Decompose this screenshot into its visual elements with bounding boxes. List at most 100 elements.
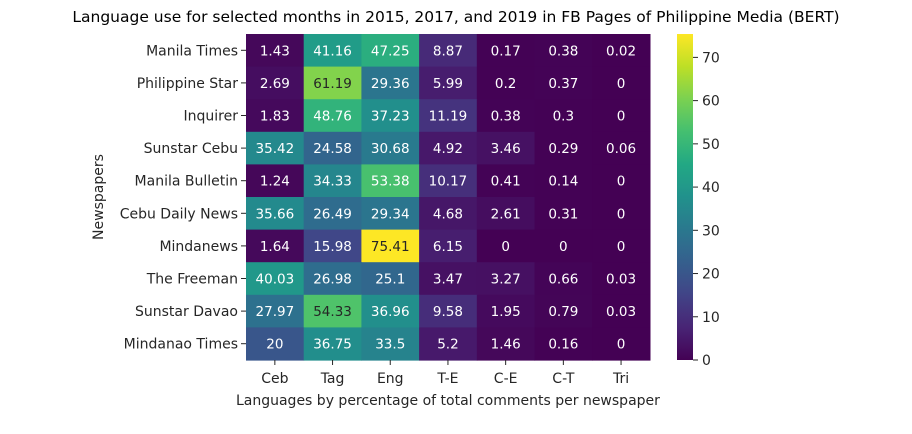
heatmap-cell: [476, 99, 536, 133]
row-tick-label: Manila Times: [146, 43, 238, 59]
cell-value-label: 2.69: [260, 76, 290, 92]
cell-value-label: 0.66: [548, 272, 578, 288]
cell-value-label: 6.15: [433, 239, 463, 255]
heatmap-cell: [246, 197, 305, 231]
colorbar-tick-label: 20: [702, 267, 720, 283]
cell-value-label: 0: [501, 239, 510, 255]
y-axis-label: Newspapers: [91, 154, 107, 240]
cell-value-label: 0: [617, 174, 626, 190]
column-tick-label: C-E: [494, 371, 518, 387]
heatmap-cell: [534, 327, 593, 361]
x-axis-label: Languages by percentage of total comment…: [236, 393, 660, 409]
cell-value-label: 0.38: [491, 109, 521, 125]
heatmap-cell: [361, 131, 420, 165]
column-tick-label: Ceb: [261, 371, 288, 387]
heatmap-cell: [592, 99, 651, 133]
heatmap-cell: [361, 66, 420, 100]
row-tick-label: Cebu Daily News: [120, 206, 238, 222]
heatmap-cell: [303, 294, 362, 328]
heatmap-cell: [246, 229, 305, 263]
colorbar-tick-label: 50: [702, 137, 720, 153]
cell-value-label: 26.49: [313, 206, 352, 222]
row-tick-label: Mindanews: [159, 239, 238, 255]
cell-value-label: 0.02: [606, 43, 636, 59]
cell-value-label: 3.46: [491, 141, 521, 157]
colorbar-tick-label: 70: [702, 50, 720, 66]
heatmap-cell: [534, 131, 593, 165]
cell-value-label: 0: [559, 239, 568, 255]
row-tick-label: Sunstar Cebu: [144, 141, 238, 157]
heatmap-cell: [303, 99, 362, 133]
column-tick-label: C-T: [552, 371, 575, 387]
heatmap-cell: [361, 164, 420, 198]
cell-value-label: 0.17: [491, 43, 521, 59]
heatmap-cell: [419, 229, 478, 263]
heatmap-cell: [361, 34, 420, 68]
heatmap-cell: [246, 327, 305, 361]
heatmap-cell: [419, 327, 478, 361]
colorbar: [677, 34, 693, 360]
heatmap-cell: [419, 131, 478, 165]
heatmap-cell: [246, 294, 305, 328]
heatmap-cell: [303, 164, 362, 198]
heatmap-cell: [246, 131, 305, 165]
cell-value-label: 0.14: [548, 174, 578, 190]
heatmap-cell: [419, 34, 478, 68]
cell-value-label: 1.24: [260, 174, 290, 190]
cell-value-label: 3.47: [433, 272, 463, 288]
heatmap-cell: [534, 66, 593, 100]
heatmap-cell: [419, 66, 478, 100]
cell-value-label: 0.38: [548, 43, 578, 59]
colorbar-tick-label: 0: [702, 353, 711, 369]
row-tick-label: Philippine Star: [137, 76, 239, 92]
cell-value-label: 0.79: [548, 304, 578, 320]
heatmap-cell: [476, 66, 536, 100]
cell-value-label: 1.95: [491, 304, 521, 320]
colorbar-tick-label: 40: [702, 180, 720, 196]
heatmap-cell: [361, 99, 420, 133]
cell-value-label: 0.03: [606, 272, 636, 288]
cell-value-label: 0.37: [548, 76, 578, 92]
cell-value-label: 40.03: [256, 272, 295, 288]
heatmap-cell: [592, 262, 651, 296]
cell-value-label: 4.68: [433, 206, 463, 222]
chart-title: Language use for selected months in 2015…: [72, 8, 839, 26]
column-tick-label: Eng: [377, 371, 404, 387]
heatmap-cell: [303, 131, 362, 165]
cell-value-label: 0.41: [491, 174, 521, 190]
cell-value-label: 15.98: [313, 239, 352, 255]
row-tick-label: Mindanao Times: [124, 337, 238, 353]
cell-value-label: 3.27: [491, 272, 521, 288]
cell-value-label: 37.23: [371, 109, 410, 125]
cell-value-label: 0.03: [606, 304, 636, 320]
heatmap-cell: [303, 262, 362, 296]
column-tick-label: Tri: [612, 371, 629, 387]
cell-value-label: 35.66: [256, 206, 295, 222]
colorbar-tick-label: 30: [702, 223, 720, 239]
heatmap-cell: [303, 327, 362, 361]
heatmap-cell: [534, 34, 593, 68]
cell-value-label: 1.46: [491, 337, 521, 353]
heatmap-cell: [476, 131, 536, 165]
heatmap-cell: [246, 99, 305, 133]
heatmap-cell: [592, 164, 651, 198]
heatmap-cell: [303, 229, 362, 263]
heatmap-cell: [534, 262, 593, 296]
cell-value-label: 0: [617, 337, 626, 353]
cell-value-label: 53.38: [371, 174, 410, 190]
heatmap-cell: [476, 197, 536, 231]
cell-value-label: 0.3: [553, 109, 574, 125]
heatmap-cell: [246, 34, 305, 68]
cell-value-label: 4.92: [433, 141, 463, 157]
cell-value-label: 0.31: [548, 206, 578, 222]
cell-value-label: 36.96: [371, 304, 410, 320]
heatmap-cell: [592, 197, 651, 231]
cell-value-label: 30.68: [371, 141, 410, 157]
heatmap-cell: [476, 164, 536, 198]
column-tick-label: T-E: [436, 371, 458, 387]
heatmap-cell: [361, 229, 420, 263]
heatmap-cell: [246, 66, 305, 100]
heatmap-cell: [361, 294, 420, 328]
